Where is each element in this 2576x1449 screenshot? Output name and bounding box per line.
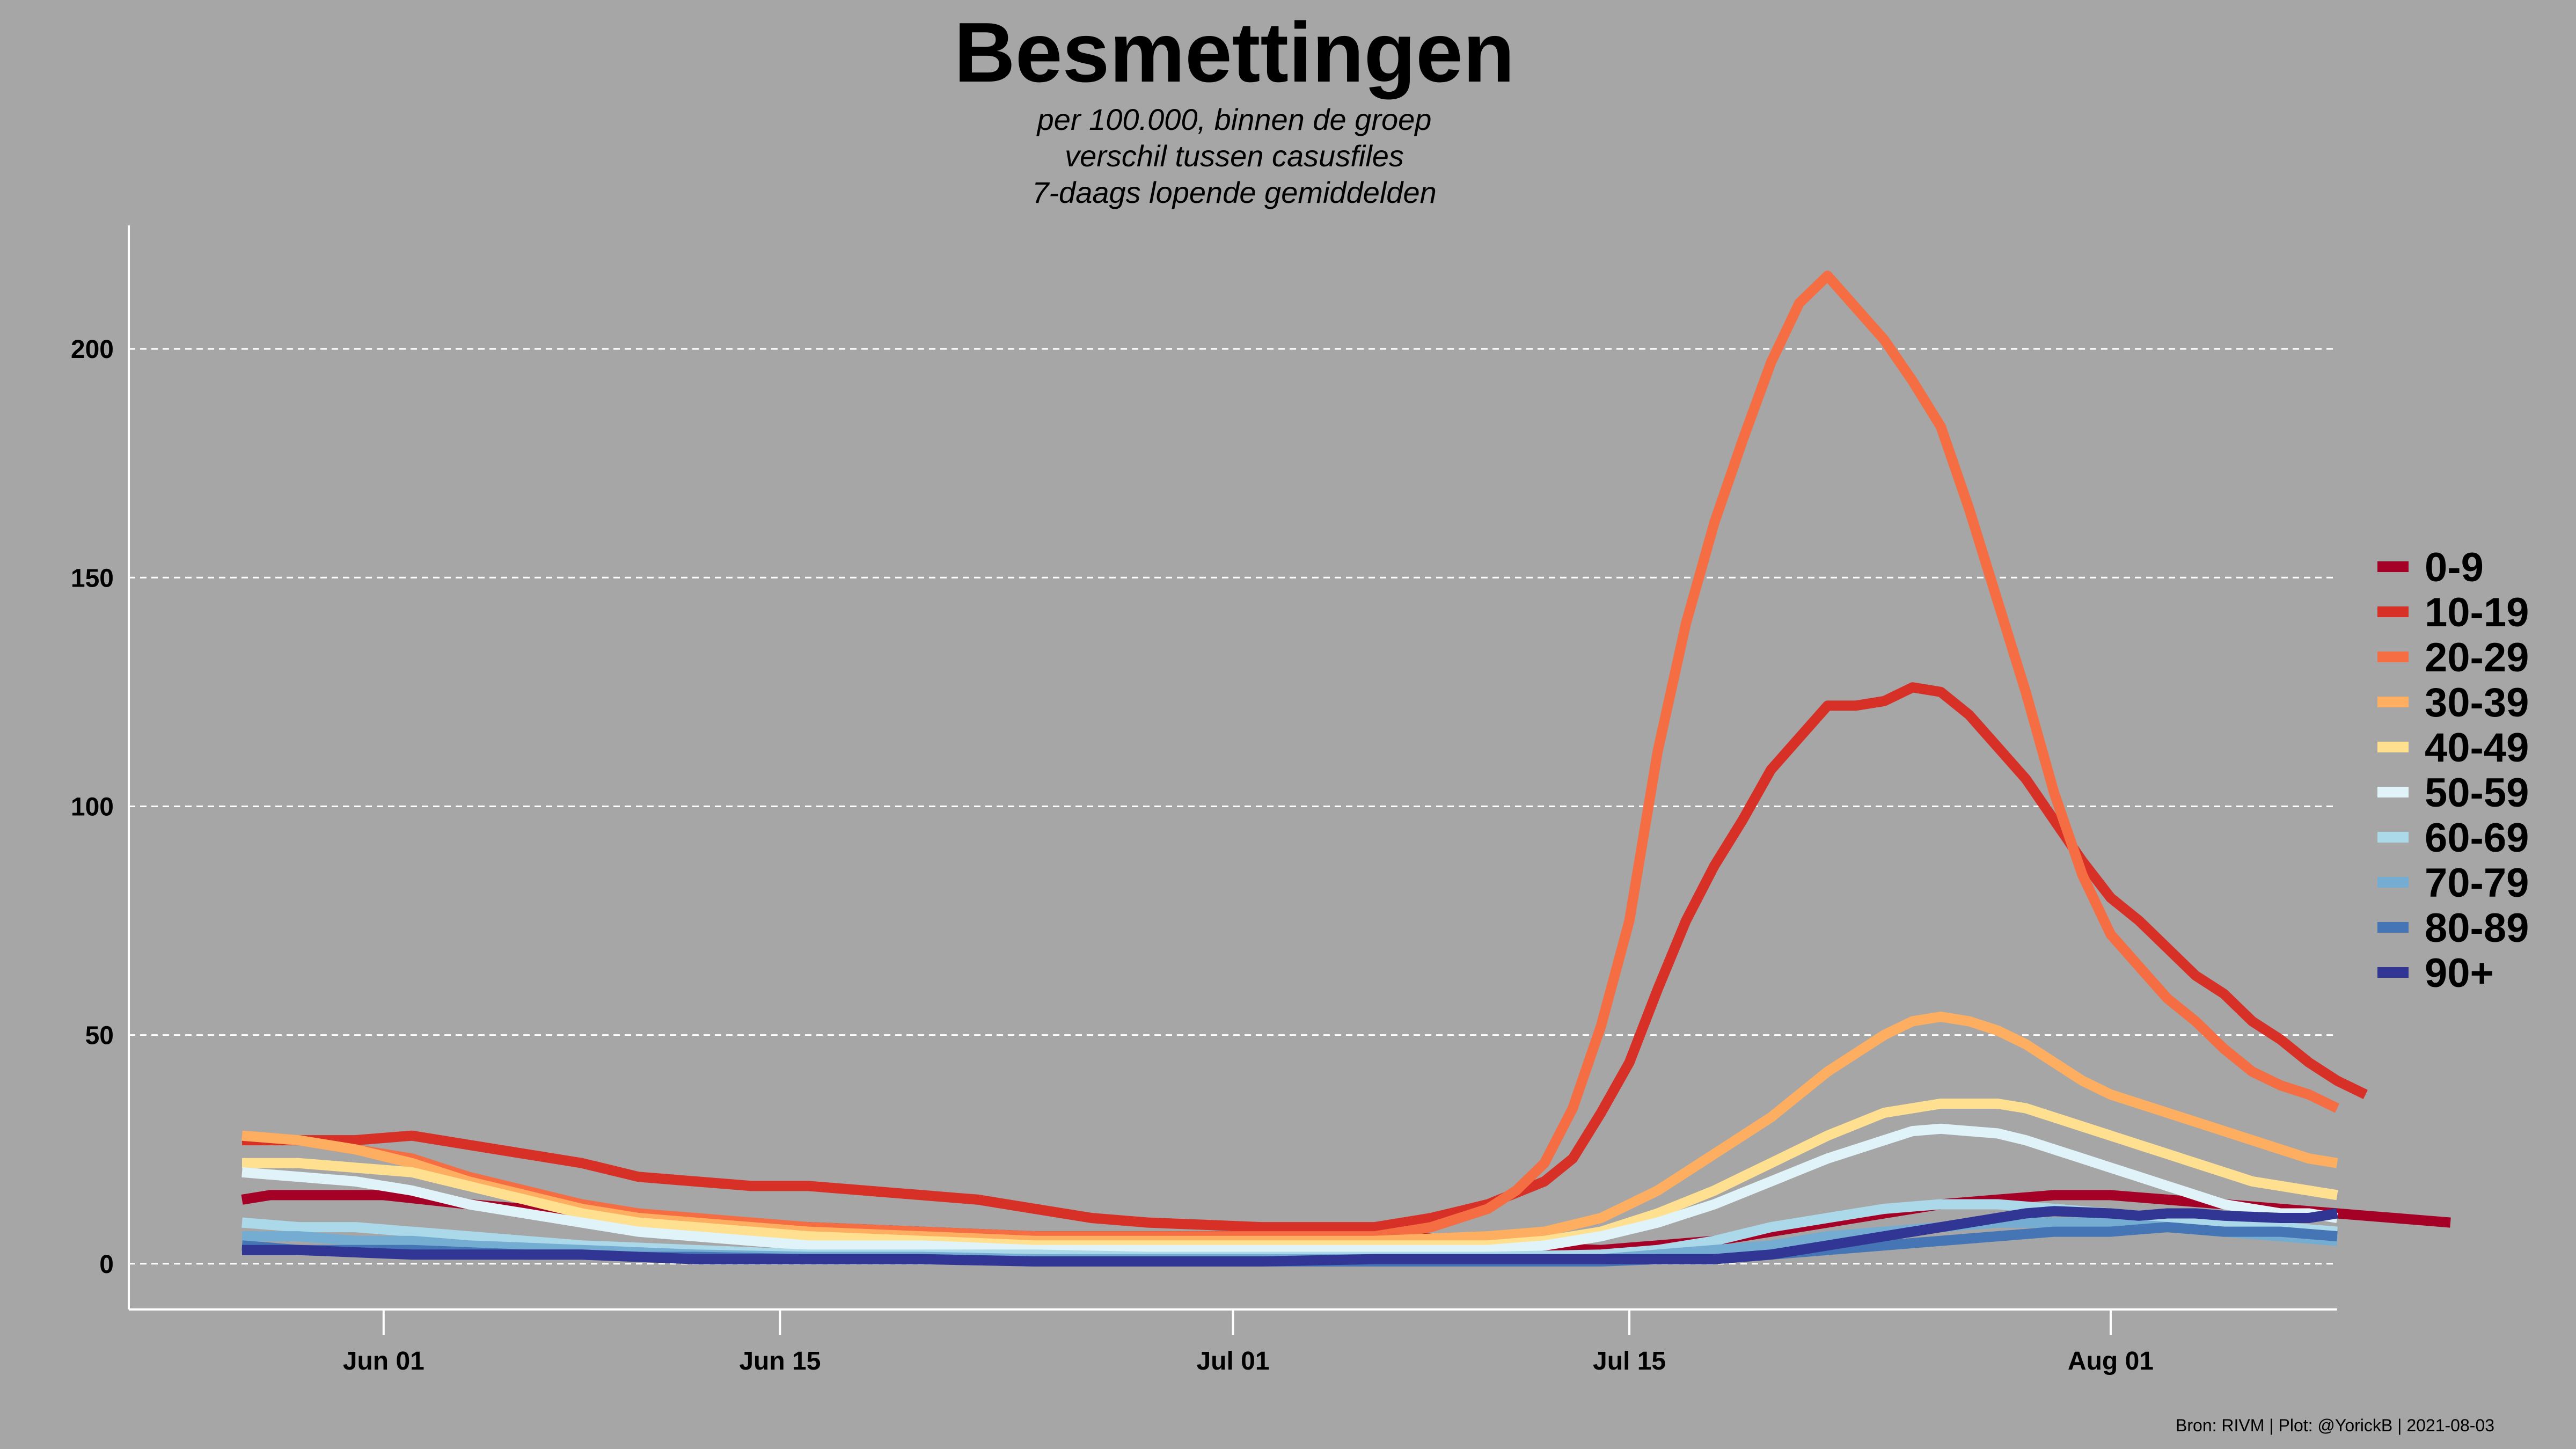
- series-line-10-19: [242, 682, 2368, 1233]
- legend-layer: 0-910-1920-2930-3940-4950-5960-6970-7980…: [2377, 545, 2529, 996]
- legend-label-10-19: 10-19: [2425, 590, 2529, 635]
- legend-label-90+: 90+: [2425, 950, 2494, 996]
- axis-layer: 0 50 100 150 200 Jun 01 Jun 15 Jul 01 Jul 15 Aug …: [71, 225, 2337, 1375]
- legend-label-30-39: 30-39: [2425, 680, 2529, 726]
- y-tick-label: 100: [71, 793, 114, 821]
- series-line-50-59: [241, 1123, 2338, 1255]
- legend-label-40-49: 40-49: [2425, 725, 2529, 771]
- y-tick-label: 0: [99, 1250, 114, 1279]
- series-line-20-29: [241, 270, 2340, 1242]
- chart-title: Besmettingen: [954, 5, 1515, 100]
- legend-label-20-29: 20-29: [2425, 635, 2529, 680]
- y-tick-label: 50: [85, 1022, 114, 1050]
- y-tick-label: 200: [71, 335, 114, 364]
- x-tick-label: Jul 15: [1593, 1347, 1666, 1375]
- grid-layer: [129, 348, 2337, 1265]
- y-tick-label: 150: [71, 564, 114, 592]
- legend-label-0-9: 0-9: [2425, 545, 2484, 590]
- chart-subtitle-line-2: verschil tussen casusfiles: [1065, 139, 1404, 173]
- legend-label-50-59: 50-59: [2425, 770, 2529, 816]
- source-credit: Bron: RIVM | Plot: @YorickB | 2021-08-03: [2176, 1416, 2494, 1435]
- series-layer: [241, 270, 2451, 1267]
- legend-label-70-79: 70-79: [2425, 860, 2529, 906]
- x-tick-label: Jun 15: [739, 1347, 821, 1375]
- x-tick-label: Jun 01: [343, 1347, 425, 1375]
- legend-label-60-69: 60-69: [2425, 815, 2529, 861]
- chart-subtitle-line-3: 7-daags lopende gemiddelden: [1032, 175, 1437, 209]
- legend-label-80-89: 80-89: [2425, 905, 2529, 951]
- chart-subtitle-line-1: per 100.000, binnen de groep: [1037, 103, 1432, 136]
- x-tick-label: Jul 01: [1196, 1347, 1269, 1375]
- series-line-90+: [242, 1206, 2338, 1267]
- x-tick-label: Aug 01: [2068, 1347, 2154, 1375]
